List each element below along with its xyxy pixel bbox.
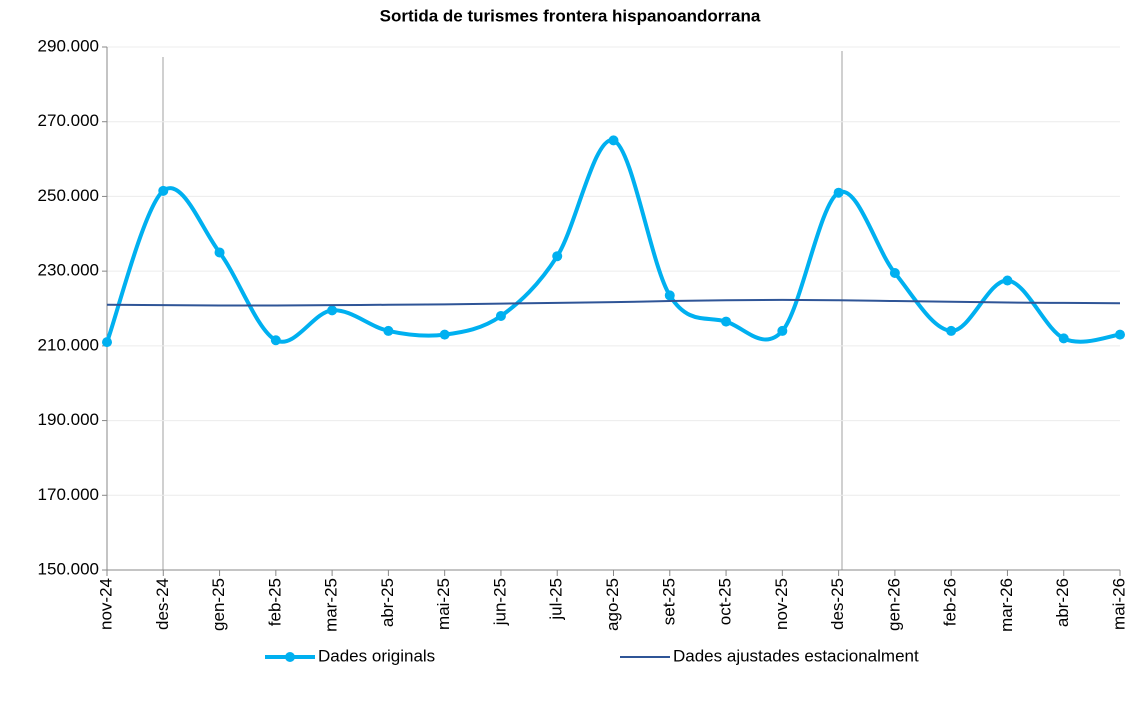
x-tick-label: gen-26 xyxy=(884,578,903,631)
x-tick-label: abr-26 xyxy=(1053,578,1072,627)
series-line xyxy=(105,138,1121,344)
y-tick-label: 290.000 xyxy=(38,36,99,55)
x-tick-label: jun-25 xyxy=(490,578,509,626)
data-point xyxy=(214,247,225,258)
data-point xyxy=(721,316,732,327)
data-point xyxy=(1058,333,1069,344)
data-point xyxy=(1115,329,1125,340)
data-point xyxy=(777,325,788,336)
x-tick-label: mar-26 xyxy=(997,578,1016,632)
data-point xyxy=(833,187,844,198)
data-point xyxy=(327,305,338,316)
legend-marker xyxy=(285,652,295,662)
data-point xyxy=(1002,275,1013,286)
data-point xyxy=(102,337,112,348)
x-tick-label: gen-25 xyxy=(209,578,228,631)
y-tick-label: 150.000 xyxy=(38,559,99,578)
chart-title: Sortida de turismes frontera hispanoando… xyxy=(380,6,761,25)
data-point xyxy=(946,325,957,336)
y-tick-label: 250.000 xyxy=(38,186,99,205)
series-line xyxy=(106,298,1121,307)
x-tick-label: feb-26 xyxy=(941,578,960,626)
x-tick-label: nov-24 xyxy=(96,578,115,630)
x-tick-label: mar-25 xyxy=(322,578,341,632)
y-tick-label: 230.000 xyxy=(38,261,99,280)
x-tick-label: set-25 xyxy=(659,578,678,625)
x-tick-label: des-24 xyxy=(153,578,172,630)
legend-label: Dades ajustades estacionalment xyxy=(673,646,919,665)
x-tick-label: nov-25 xyxy=(772,578,791,630)
x-tick-label: oct-25 xyxy=(716,578,735,625)
legend-label: Dades originals xyxy=(318,646,435,665)
data-point xyxy=(158,185,169,196)
x-tick-label: mai-26 xyxy=(1109,578,1128,630)
y-tick-label: 190.000 xyxy=(38,410,99,429)
x-tick-label: feb-25 xyxy=(265,578,284,626)
x-tick-label: jul-25 xyxy=(547,578,566,621)
x-tick-label: abr-25 xyxy=(378,578,397,627)
y-tick-label: 170.000 xyxy=(38,485,99,504)
x-tick-label: mai-25 xyxy=(434,578,453,630)
y-tick-label: 210.000 xyxy=(38,335,99,354)
x-tick-label: ago-25 xyxy=(603,578,622,631)
y-tick-label: 270.000 xyxy=(38,111,99,130)
data-point xyxy=(383,325,394,336)
data-point xyxy=(889,268,900,279)
x-tick-label: des-25 xyxy=(828,578,847,630)
data-point xyxy=(552,251,563,262)
data-point xyxy=(270,335,281,346)
data-point xyxy=(608,135,619,146)
data-point xyxy=(664,290,675,301)
data-point xyxy=(495,310,506,321)
data-point xyxy=(439,329,450,340)
